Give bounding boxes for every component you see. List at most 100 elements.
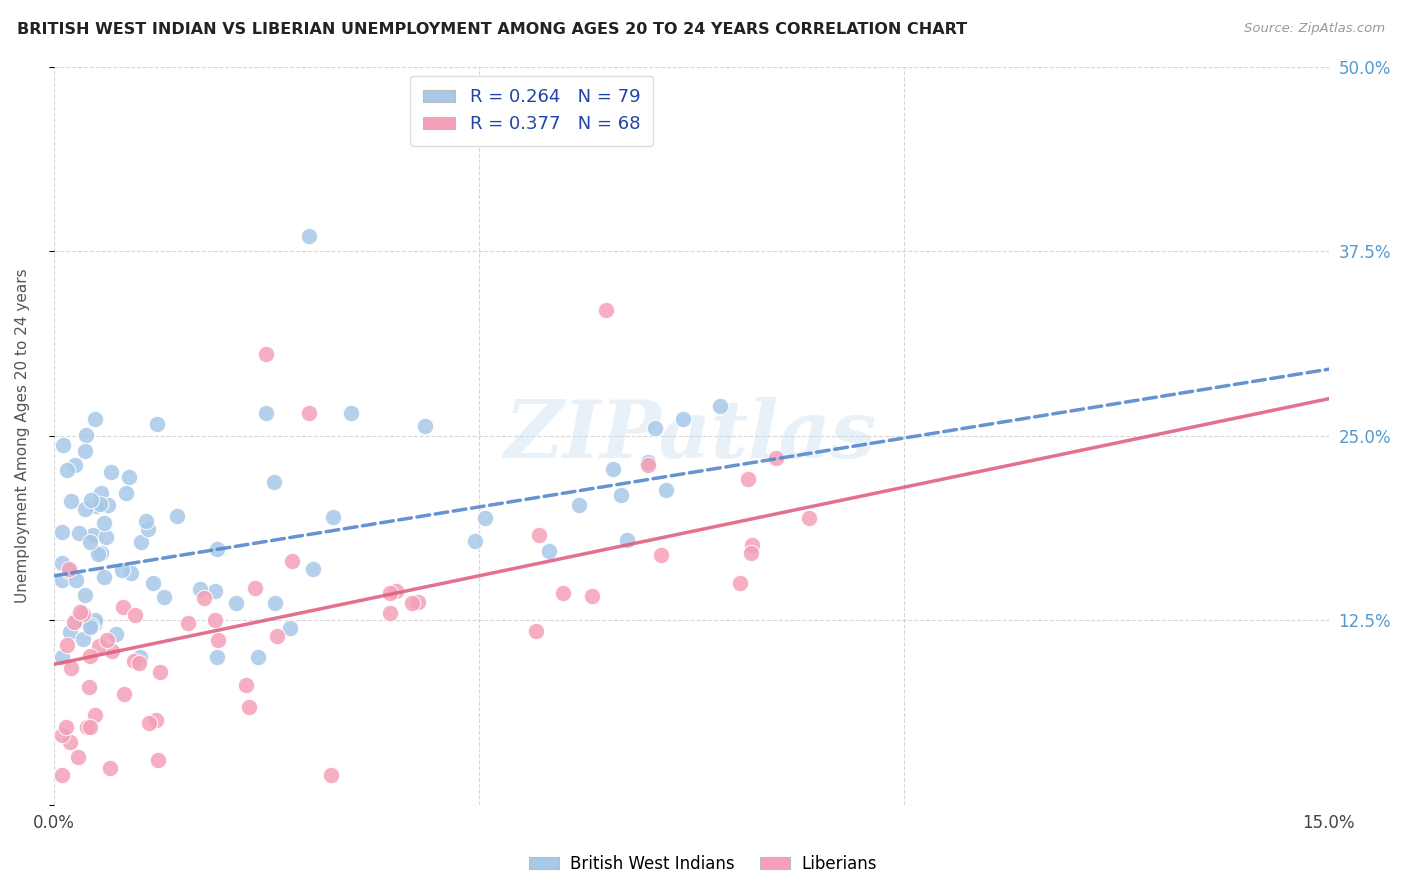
Point — [111, 600, 134, 615]
Point — [551, 586, 574, 600]
Point — [72, 607, 94, 621]
Point — [263, 475, 285, 489]
Point — [177, 615, 200, 630]
Point — [84, 613, 107, 627]
Point — [205, 650, 228, 665]
Point — [90, 485, 112, 500]
Point — [298, 407, 321, 421]
Point — [378, 586, 401, 600]
Point — [101, 644, 124, 658]
Point — [235, 677, 257, 691]
Legend: British West Indians, Liberians: British West Indians, Liberians — [522, 848, 884, 880]
Point — [51, 574, 73, 588]
Point — [254, 407, 277, 421]
Point — [80, 617, 103, 632]
Point — [134, 514, 156, 528]
Text: ZIPatlas: ZIPatlas — [505, 397, 877, 475]
Point — [129, 534, 152, 549]
Point — [59, 625, 82, 640]
Point — [138, 716, 160, 731]
Point — [637, 458, 659, 472]
Point — [204, 583, 226, 598]
Point — [115, 486, 138, 500]
Point — [59, 735, 82, 749]
Point — [112, 688, 135, 702]
Point — [79, 535, 101, 549]
Point — [765, 450, 787, 465]
Point — [740, 546, 762, 560]
Point — [204, 613, 226, 627]
Point — [474, 511, 496, 525]
Point — [79, 721, 101, 735]
Point — [72, 632, 94, 646]
Point — [105, 627, 128, 641]
Point — [51, 728, 73, 742]
Point — [406, 594, 429, 608]
Point — [80, 493, 103, 508]
Point — [380, 606, 402, 620]
Point — [55, 720, 77, 734]
Point — [63, 615, 86, 630]
Point — [60, 661, 83, 675]
Point — [60, 494, 83, 508]
Point — [76, 720, 98, 734]
Point — [87, 547, 110, 561]
Point — [97, 498, 120, 512]
Point — [644, 421, 666, 435]
Point — [166, 509, 188, 524]
Point — [263, 596, 285, 610]
Point — [602, 462, 624, 476]
Point — [401, 596, 423, 610]
Point — [122, 655, 145, 669]
Point — [118, 470, 141, 484]
Point — [83, 616, 105, 631]
Point — [246, 650, 269, 665]
Point — [136, 523, 159, 537]
Point — [709, 399, 731, 413]
Point — [65, 573, 87, 587]
Point — [616, 533, 638, 547]
Legend: R = 0.264   N = 79, R = 0.377   N = 68: R = 0.264 N = 79, R = 0.377 N = 68 — [411, 76, 654, 146]
Point — [799, 511, 821, 525]
Point — [225, 596, 247, 610]
Point — [128, 656, 150, 670]
Point — [637, 455, 659, 469]
Point — [67, 750, 90, 764]
Point — [537, 544, 560, 558]
Point — [610, 488, 633, 502]
Point — [298, 229, 321, 244]
Point — [340, 407, 363, 421]
Point — [153, 590, 176, 604]
Point — [321, 768, 343, 782]
Point — [188, 582, 211, 596]
Point — [124, 608, 146, 623]
Point — [82, 528, 104, 542]
Point — [86, 499, 108, 513]
Point — [526, 624, 548, 638]
Point — [280, 554, 302, 568]
Point — [93, 570, 115, 584]
Point — [672, 412, 695, 426]
Point — [146, 753, 169, 767]
Point — [129, 650, 152, 665]
Text: BRITISH WEST INDIAN VS LIBERIAN UNEMPLOYMENT AMONG AGES 20 TO 24 YEARS CORRELATI: BRITISH WEST INDIAN VS LIBERIAN UNEMPLOY… — [17, 22, 967, 37]
Point — [254, 347, 277, 361]
Point — [238, 700, 260, 714]
Point — [654, 483, 676, 497]
Point — [84, 708, 107, 723]
Point — [67, 525, 90, 540]
Point — [51, 525, 73, 540]
Point — [278, 621, 301, 635]
Point — [51, 650, 73, 665]
Point — [96, 530, 118, 544]
Point — [741, 538, 763, 552]
Point — [56, 463, 79, 477]
Point — [728, 575, 751, 590]
Y-axis label: Unemployment Among Ages 20 to 24 years: Unemployment Among Ages 20 to 24 years — [15, 268, 30, 603]
Point — [75, 444, 97, 458]
Point — [302, 562, 325, 576]
Point — [79, 649, 101, 664]
Point — [90, 546, 112, 560]
Point — [58, 564, 80, 578]
Point — [266, 629, 288, 643]
